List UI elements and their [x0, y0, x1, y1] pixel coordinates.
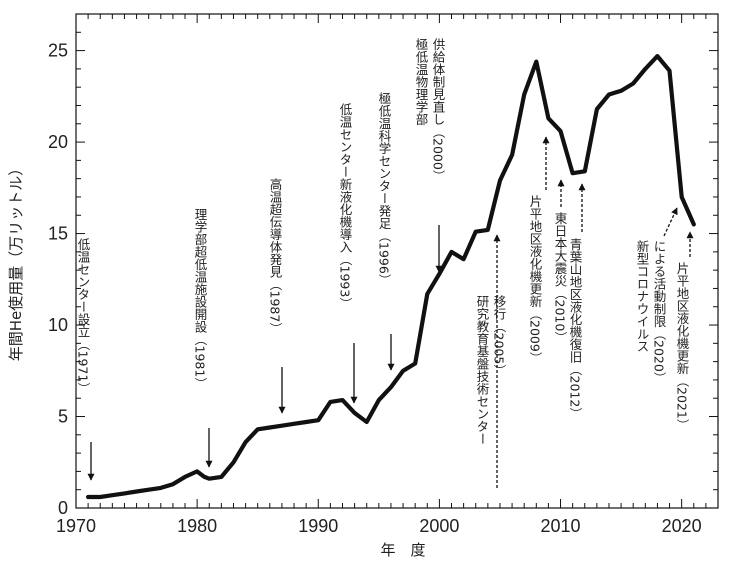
x-tick-label: 2000 — [419, 516, 459, 536]
annotation-text: 極低温物理学部 — [414, 37, 429, 126]
annotation: 極低温科学センター発足（1996） — [377, 91, 395, 371]
annotation: 低温センター新液化機導入（1993） — [338, 103, 358, 404]
annotation: 青葉山地区液化機復旧（2012） — [568, 183, 586, 420]
annotation: 片平地区液化機更新（2021） — [675, 231, 694, 431]
annotation-text: 移行（2005） — [492, 295, 507, 377]
annotation-text: 東日本大震災（2010） — [553, 212, 568, 344]
x-tick-label: 1970 — [56, 516, 96, 536]
x-tick-label: 2020 — [662, 516, 702, 536]
y-tick-label: 10 — [48, 315, 68, 335]
series-layer — [86, 54, 696, 500]
x-tick-label: 1980 — [177, 516, 217, 536]
annotation-text: 供給体制見直し（2000） — [431, 38, 446, 182]
annotation-text: による活動制限（2020） — [652, 240, 667, 384]
tick-layer: 1970 1980 1990 2000 2010 2020 0 5 10 15 20 25 — [48, 13, 719, 536]
annotation: 東日本大震災（2010） — [553, 179, 568, 344]
y-tick-label: 0 — [58, 498, 68, 518]
annotation-text: 青葉山地区液化機復旧（2012） — [568, 238, 583, 420]
annotation-arrow — [663, 207, 678, 237]
annotation-text: 極低温科学センター発足（1996） — [377, 91, 392, 286]
annotation: 新型コロナウイルス による活動制限（2020） — [635, 207, 678, 384]
annotation: 研究教育基盤技術センター 移行（2005） — [475, 234, 507, 488]
annotation-text: 新型コロナウイルス — [635, 239, 650, 353]
y-axis-label: 年間He使用量（万リットル） — [7, 161, 25, 362]
y-tick-label: 20 — [48, 132, 68, 152]
annotation: 理学部超低温施設開設（1981） — [193, 208, 213, 468]
annotation-text: 理学部超低温施設開設（1981） — [193, 208, 208, 390]
annotation-text: 低温センター新液化機導入（1993） — [338, 103, 353, 310]
annotation: 極低温物理学部 供給体制見直し（2000） — [414, 37, 446, 273]
x-tick-label: 1990 — [298, 516, 338, 536]
y-tick-label: 15 — [48, 224, 68, 244]
annotation-text: 低温センター設立（1971） — [76, 238, 91, 395]
annotation-text: 片平地区液化機更新（2021） — [675, 262, 690, 431]
y-tick-label: 25 — [48, 41, 68, 61]
annotation: 片平地区液化機更新（2009） — [528, 136, 550, 364]
x-tick-label: 2010 — [541, 516, 581, 536]
he-usage-line — [86, 54, 696, 500]
annotation-text: 高温超伝導体発見（1987） — [268, 177, 283, 335]
x-axis-label: 年 度 — [380, 541, 425, 559]
plot-frame — [75, 13, 719, 509]
annotation-text: 研究教育基盤技術センター — [475, 295, 490, 445]
plot-border — [75, 13, 719, 509]
annotation: 高温超伝導体発見（1987） — [268, 177, 286, 414]
annotation-layer: 低温センター設立（1971） 理学部超低温施設開設（1981） 高温超伝導体発見（1… — [76, 37, 694, 488]
annotation: 低温センター設立（1971） — [76, 238, 95, 481]
y-tick-label: 5 — [58, 407, 68, 427]
annotation-text: 片平地区液化機更新（2009） — [528, 195, 543, 364]
